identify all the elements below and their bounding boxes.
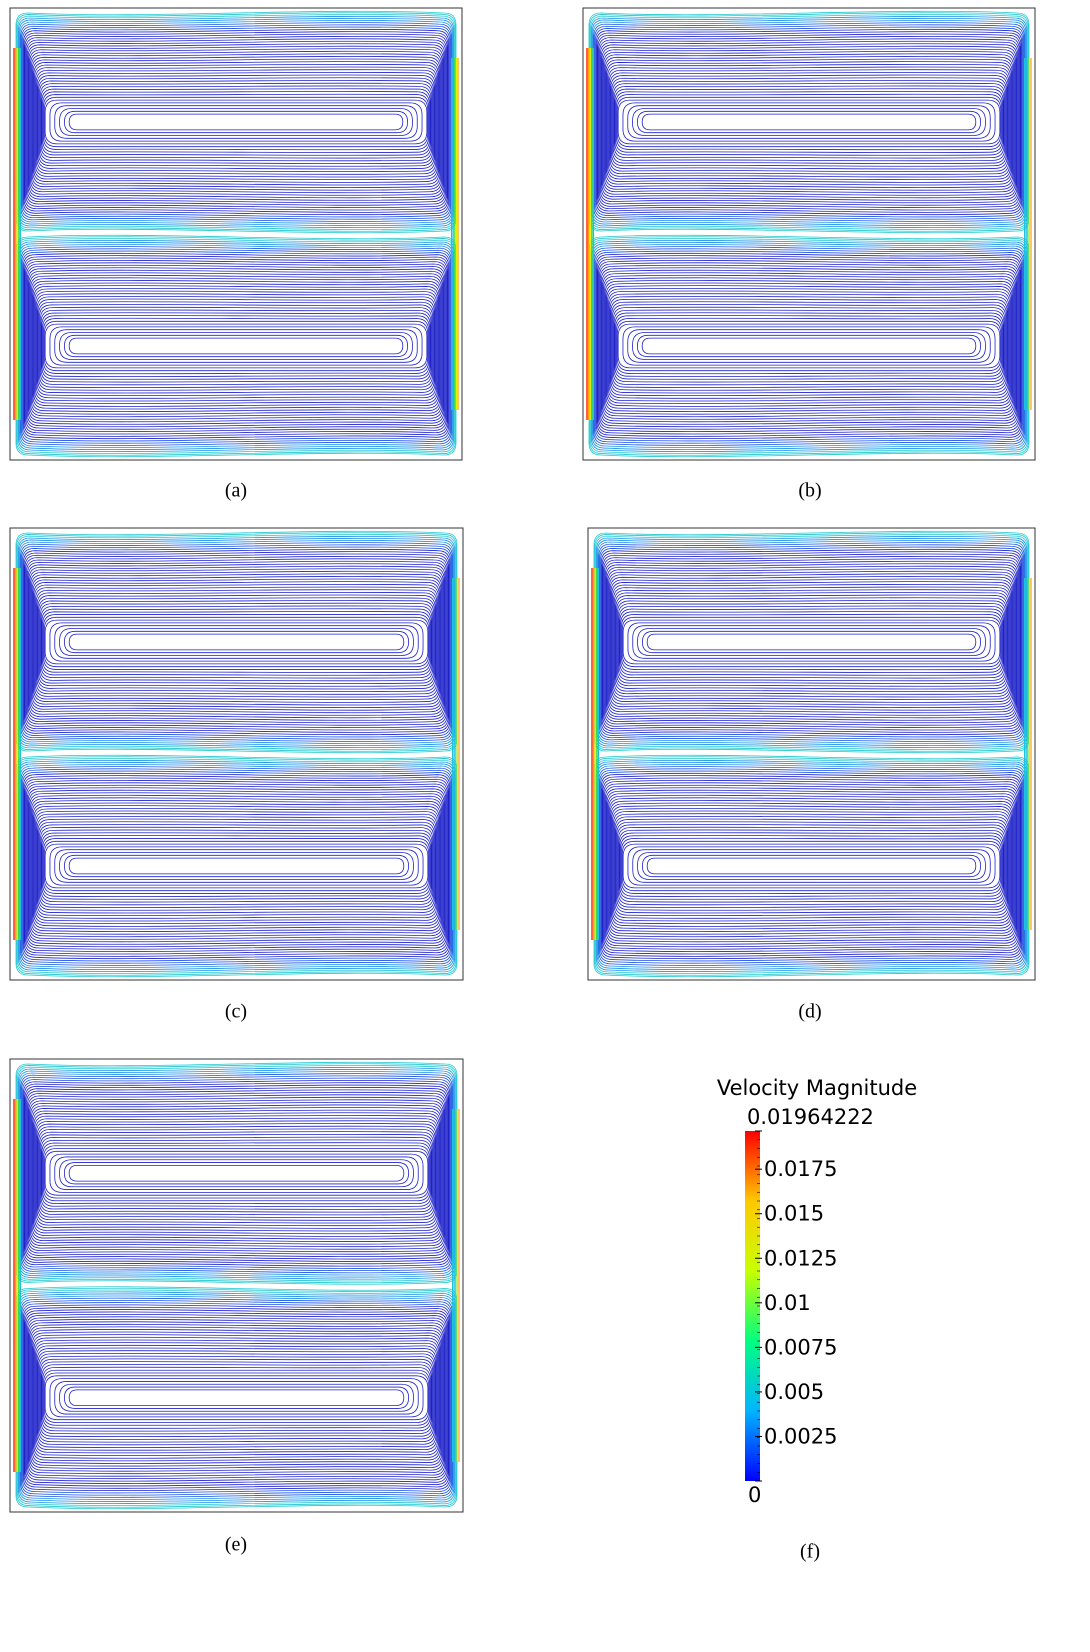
streamline-panel: [583, 8, 1035, 460]
streamline-panel: [10, 8, 462, 460]
panel-label: (d): [798, 1001, 821, 1023]
colorbar-tick-label: 0.0075: [764, 1335, 837, 1359]
streamline-panel: [588, 528, 1035, 980]
panel-label: (c): [225, 1001, 247, 1023]
colorbar-tick-label: 0.01: [764, 1291, 811, 1315]
colorbar-tick-label: 0.0125: [764, 1246, 837, 1270]
colorbar-tick-label: 0.005: [764, 1380, 824, 1404]
figure: (a) (b) (c) (d) (e) Velocity Magnitude 0 0.0025…: [0, 0, 1090, 1652]
colorbar-title: Velocity Magnitude: [717, 1076, 917, 1100]
panel-label: (a): [225, 480, 247, 502]
page: {"panels": [{"label": "(a)"}, {"label": …: [0, 0, 1090, 1652]
panel-label: (e): [225, 1534, 247, 1556]
colorbar-tick-label: 0.015: [764, 1202, 824, 1226]
streamline-panel: [10, 528, 463, 980]
colorbar-tick-label: 0: [748, 1483, 761, 1507]
colorbar-tick-label: 0.01964222: [747, 1105, 874, 1129]
panel-label: (f): [800, 1541, 820, 1563]
colorbar-tick-label: 0.0175: [764, 1157, 837, 1181]
panel-label: (b): [798, 480, 821, 502]
streamline-panel: [10, 1059, 463, 1512]
colorbar-tick-label: 0.0025: [764, 1424, 837, 1448]
